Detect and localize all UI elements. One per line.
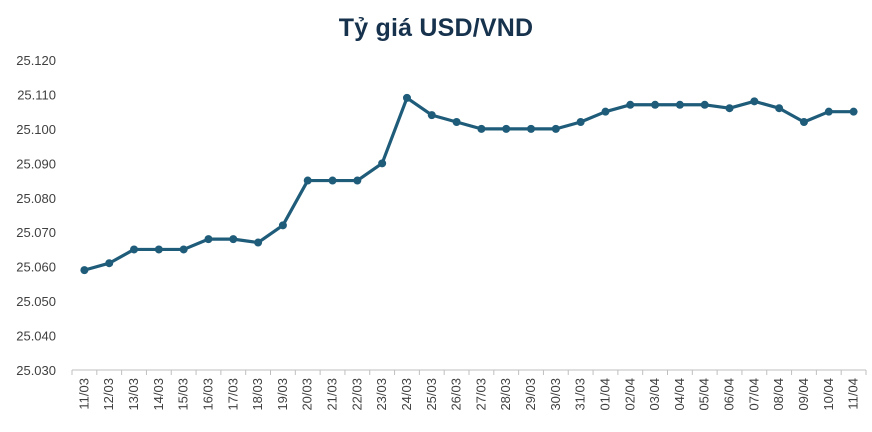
- data-point: [378, 159, 387, 168]
- data-point: [427, 111, 436, 120]
- x-tick-label: 19/03: [275, 378, 290, 411]
- x-tick-label: 03/04: [647, 378, 662, 411]
- data-point: [502, 124, 511, 133]
- data-point: [527, 124, 536, 133]
- data-point: [626, 100, 635, 109]
- data-point: [204, 235, 213, 244]
- data-point: [179, 245, 188, 254]
- data-point: [328, 176, 337, 185]
- data-point: [651, 100, 660, 109]
- data-point: [254, 238, 263, 247]
- x-tick-label: 10/04: [821, 378, 836, 411]
- x-tick-label: 01/04: [597, 378, 612, 411]
- data-point: [154, 245, 163, 254]
- x-tick-label: 20/03: [300, 378, 315, 411]
- x-tick-label: 31/03: [573, 378, 588, 411]
- y-tick-label: 25.120: [16, 53, 56, 68]
- y-tick-label: 25.080: [16, 191, 56, 206]
- x-tick-label: 06/04: [722, 378, 737, 411]
- data-point: [303, 176, 312, 185]
- x-tick-label: 18/03: [250, 378, 265, 411]
- data-point: [576, 118, 585, 126]
- y-tick-label: 25.070: [16, 225, 56, 240]
- data-point: [278, 221, 287, 230]
- x-axis-ticks: 11/03 12/03 13/03 14/03 15/03 16/03 17/03 18/03…: [76, 378, 860, 411]
- data-point: [353, 176, 362, 185]
- data-point: [477, 124, 486, 133]
- x-tick-label: 11/04: [846, 378, 861, 410]
- x-tick-label: 30/03: [548, 378, 563, 411]
- x-tick-label: 23/03: [374, 378, 389, 411]
- x-tick-label: 29/03: [523, 378, 538, 411]
- x-tick-label: 24/03: [399, 378, 414, 411]
- data-point: [130, 245, 139, 254]
- x-tick-label: 09/04: [796, 378, 811, 411]
- x-tick-label: 13/03: [126, 378, 141, 411]
- x-tick-label: 28/03: [498, 378, 513, 411]
- data-point: [775, 104, 784, 113]
- x-tick-label: 21/03: [325, 378, 340, 411]
- series-group: [80, 93, 858, 275]
- x-tick-label: 08/04: [771, 378, 786, 411]
- data-point: [551, 124, 560, 133]
- y-tick-label: 25.060: [16, 260, 56, 275]
- x-tick-label: 26/03: [449, 378, 464, 411]
- y-tick-label: 25.040: [16, 329, 56, 344]
- chart-title: Tỷ giá USD/VND: [338, 14, 534, 42]
- data-point: [80, 266, 89, 275]
- data-point: [824, 107, 833, 116]
- x-tick-label: 15/03: [176, 378, 191, 411]
- x-tick-label: 27/03: [473, 378, 488, 411]
- data-point: [601, 107, 610, 116]
- axes: [71, 369, 867, 375]
- x-tick-label: 11/03: [76, 378, 91, 410]
- x-tick-label: 22/03: [349, 378, 364, 411]
- data-point: [402, 93, 411, 102]
- y-axis-ticks: 25.030 25.040 25.050 25.060 25.070 25.080 25.0…: [16, 53, 56, 378]
- x-tick-label: 02/04: [622, 378, 637, 411]
- y-tick-label: 25.050: [16, 294, 56, 309]
- y-tick-label: 25.100: [16, 122, 56, 137]
- data-point: [799, 118, 808, 126]
- x-tick-label: 05/04: [697, 378, 712, 411]
- data-point: [452, 118, 461, 126]
- y-tick-label: 25.090: [16, 156, 56, 171]
- data-point: [750, 97, 759, 106]
- data-point: [849, 107, 858, 116]
- y-tick-label: 25.030: [16, 363, 56, 378]
- data-point: [700, 100, 709, 109]
- y-tick-label: 25.110: [17, 87, 56, 102]
- x-tick-label: 25/03: [424, 378, 439, 411]
- x-tick-label: 07/04: [746, 378, 761, 411]
- x-tick-label: 04/04: [672, 378, 687, 411]
- data-point: [105, 259, 114, 268]
- x-tick-label: 14/03: [151, 378, 166, 411]
- x-tick-label: 12/03: [101, 378, 116, 411]
- data-point: [675, 100, 684, 109]
- x-tick-label: 16/03: [200, 378, 215, 411]
- series-line: [82, 96, 856, 272]
- data-point: [725, 104, 734, 113]
- x-tick-label: 17/03: [225, 378, 240, 411]
- data-point: [229, 235, 238, 244]
